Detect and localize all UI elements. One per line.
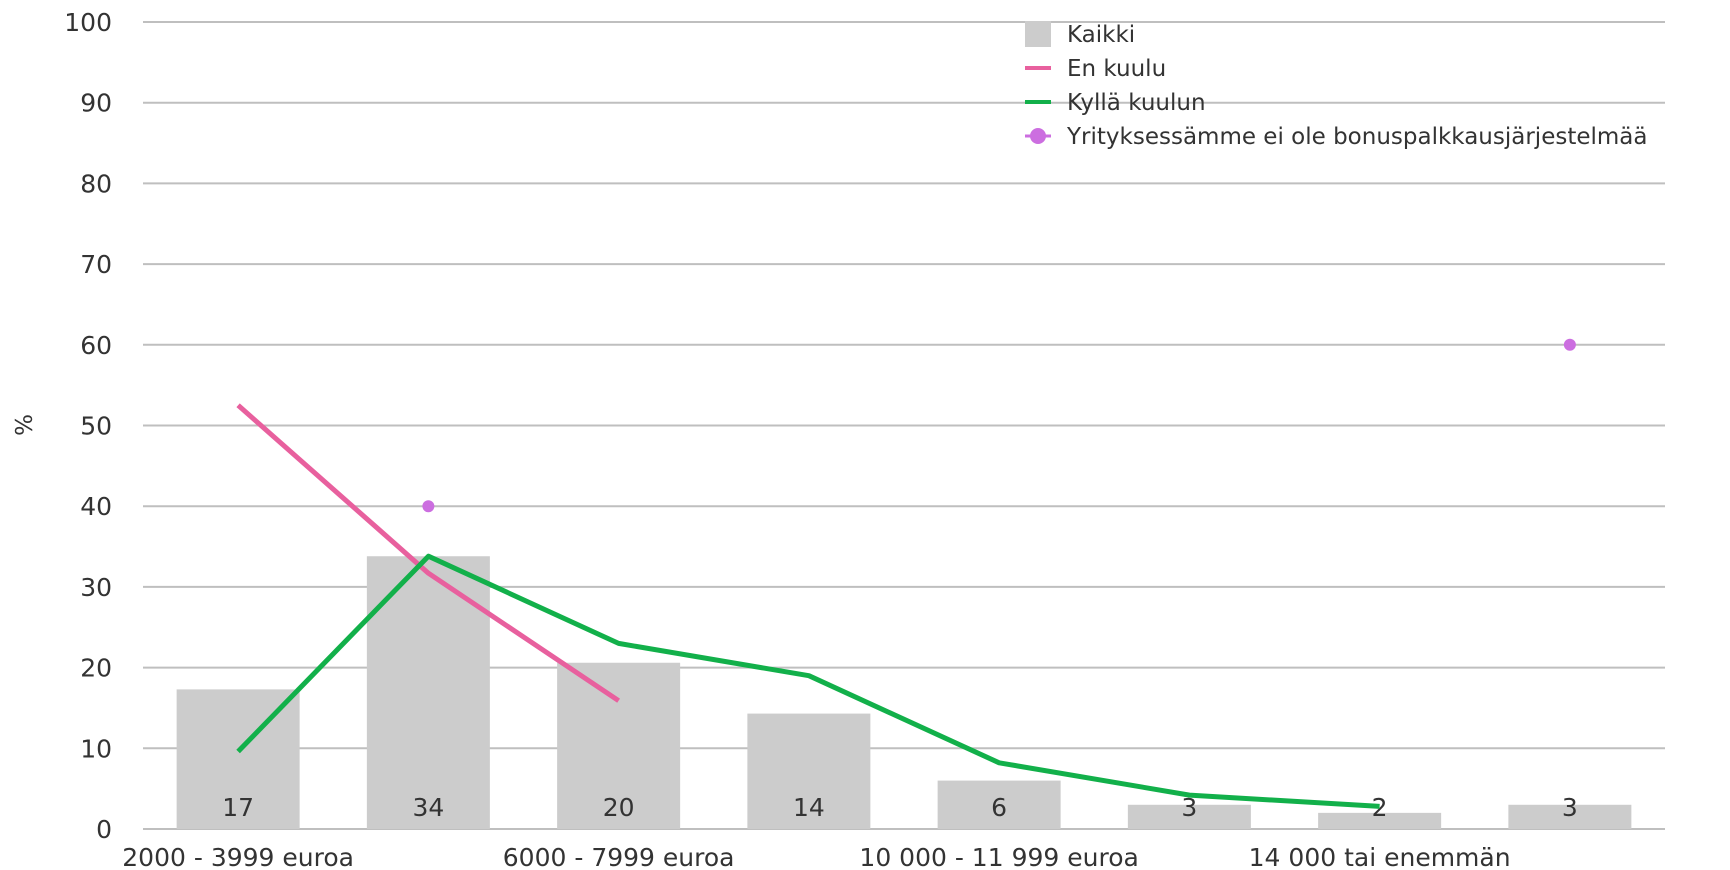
line-series [236, 403, 1380, 809]
y-tick-label: 10 [80, 734, 112, 763]
y-tick-label: 90 [80, 89, 112, 118]
bar-data-label: 34 [412, 793, 444, 822]
bar [1508, 804, 1632, 829]
bar-data-label: 17 [222, 793, 254, 822]
series-line [236, 553, 1380, 809]
bar [1127, 804, 1251, 829]
bar [747, 713, 871, 829]
legend-label: Kaikki [1067, 22, 1135, 48]
legend-swatch-marker [1030, 128, 1046, 144]
legend-label: Kyllä kuulun [1067, 90, 1206, 116]
x-tick-label: 6000 - 7999 euroa [503, 843, 735, 870]
scatter-series [422, 338, 1576, 513]
y-tick-label: 60 [80, 331, 112, 360]
y-axis-ticks: 0 10 20 30 40 50 60 70 80 90 100 [64, 8, 112, 844]
bar [1318, 812, 1442, 829]
bar [937, 780, 1061, 829]
y-tick-label: 30 [80, 573, 112, 602]
bar-data-label: 6 [991, 793, 1007, 822]
bar [557, 662, 681, 829]
x-axis-ticks: 2000 - 3999 euroa 6000 - 7999 euroa 10 000… [122, 843, 1510, 870]
bar-data-label: 20 [603, 793, 635, 822]
y-axis-label: % [12, 414, 38, 436]
bar-data-label: 14 [793, 793, 825, 822]
legend-swatch [1025, 21, 1051, 47]
bars-kaikki [176, 556, 1632, 829]
y-tick-label: 50 [80, 412, 112, 441]
bar-data-label: 2 [1372, 793, 1388, 822]
bar-data-label: 3 [1181, 793, 1197, 822]
series-line [236, 403, 620, 703]
y-tick-label: 100 [64, 8, 112, 37]
y-tick-label: 0 [96, 815, 112, 844]
legend: Kaikki En kuulu Kyllä kuulun Yrityksessämme… [1025, 21, 1647, 150]
y-tick-label: 70 [80, 250, 112, 279]
x-tick-label: 14 000 tai enemmän [1249, 843, 1511, 870]
bar-data-labels: 17 34 20 14 6 3 2 3 [222, 793, 1578, 822]
y-tick-label: 40 [80, 492, 112, 521]
x-tick-label: 10 000 - 11 999 euroa [859, 843, 1138, 870]
legend-label: Yrityksessämme ei ole bonuspalkkausjärje… [1066, 124, 1647, 150]
y-tick-label: 20 [80, 654, 112, 683]
y-tick-label: 80 [80, 169, 112, 198]
legend-label: En kuulu [1067, 56, 1166, 82]
x-tick-label: 2000 - 3999 euroa [122, 843, 354, 870]
scatter-point [1563, 338, 1576, 351]
scatter-point [422, 500, 435, 513]
bar-data-label: 3 [1562, 793, 1578, 822]
